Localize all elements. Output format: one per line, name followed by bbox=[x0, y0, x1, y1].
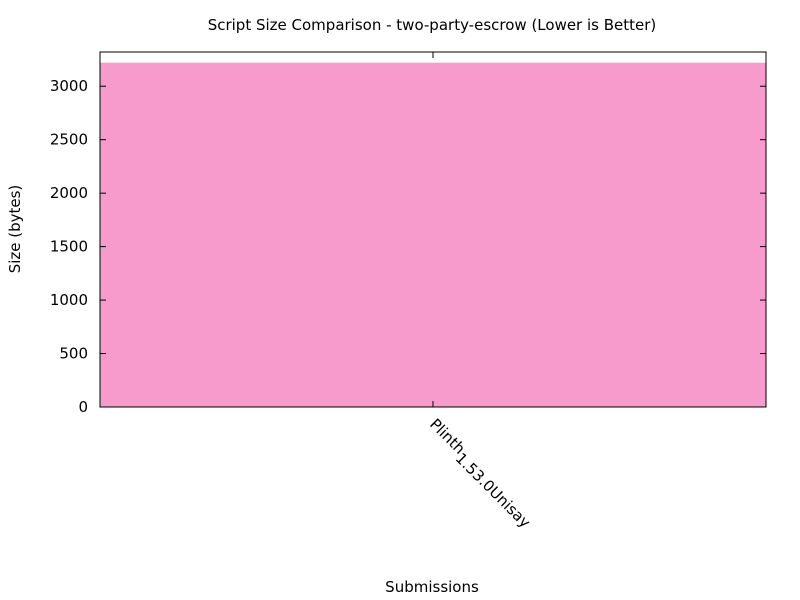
plot-area bbox=[99, 51, 767, 408]
y-tick-label-4: 2000 bbox=[50, 184, 88, 202]
y-tick-label-3: 1500 bbox=[50, 238, 88, 256]
y-tick-label-1: 500 bbox=[59, 345, 88, 363]
y-axis: 0 500 1000 1500 2000 2500 3000 bbox=[50, 77, 766, 416]
chart-title: Script Size Comparison - two-party-escro… bbox=[208, 16, 657, 34]
y-tick-label-5: 2500 bbox=[50, 131, 88, 149]
y-tick-label-6: 3000 bbox=[50, 77, 88, 95]
y-tick-label-2: 1000 bbox=[50, 291, 88, 309]
x-axis-label: Submissions bbox=[385, 578, 479, 596]
y-tick-label-0: 0 bbox=[78, 398, 88, 416]
y-axis-label: Size (bytes) bbox=[6, 185, 24, 274]
x-tick-label-0: Plinth1.53.0Unisay bbox=[422, 415, 538, 531]
bar-0 bbox=[100, 62, 766, 407]
